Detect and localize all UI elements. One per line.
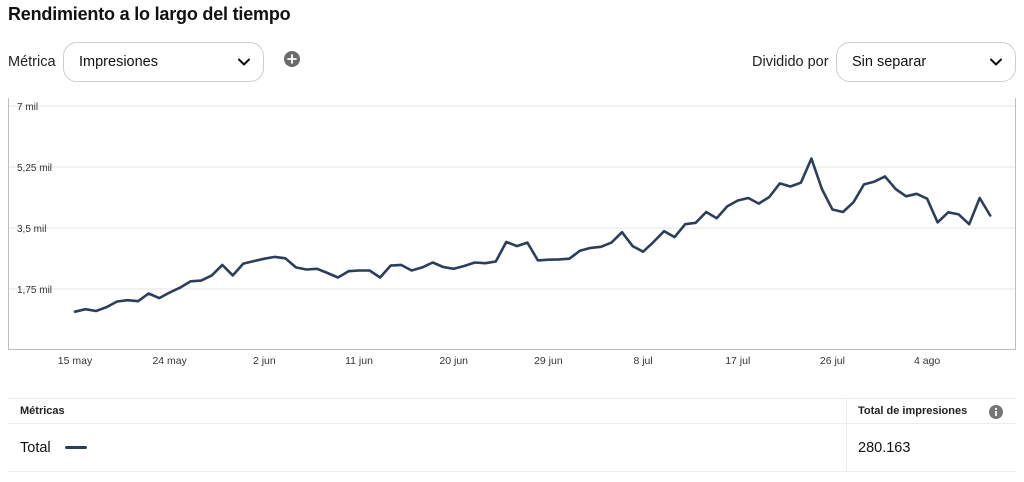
row-total-value: 280.163: [858, 439, 911, 456]
plus-circle-icon[interactable]: [284, 51, 300, 67]
metric-label: Métrica: [8, 54, 56, 70]
x-tick-label: 17 jul: [725, 355, 751, 367]
table-header-row: Métricas Total de impresiones: [8, 398, 1016, 424]
table-row: Total 280.163: [8, 424, 1016, 472]
total-impressions-column-header: Total de impresiones: [858, 405, 968, 417]
x-tick-label: 8 jul: [633, 355, 653, 367]
row-label: Total: [20, 439, 51, 456]
metric-select[interactable]: Impresiones: [63, 42, 264, 82]
split-select[interactable]: Sin separar: [836, 42, 1016, 82]
split-label: Dividido por: [752, 54, 829, 70]
chevron-down-icon: [990, 58, 1002, 66]
x-tick-label: 15 may: [57, 355, 93, 367]
x-tick-label: 29 jun: [534, 355, 563, 367]
x-tick-label: 26 jul: [819, 355, 845, 367]
row-label-cell: Total: [20, 424, 87, 471]
x-tick-label: 2 jun: [252, 355, 276, 367]
y-tick-label: 1,75 mil: [17, 285, 52, 296]
y-tick-label: 3,5 mil: [17, 224, 46, 235]
chevron-down-icon: [238, 58, 250, 66]
chart-border: [8, 98, 1016, 350]
column-divider: [846, 398, 847, 472]
metrics-column-header: Métricas: [20, 405, 65, 417]
y-tick-label: 5,25 mil: [17, 163, 52, 174]
info-icon[interactable]: [989, 405, 1003, 419]
chart-canvas: 7 mil 5,25 mil 3,5 mil 1,75 mil: [8, 98, 1016, 350]
metric-select-value: Impresiones: [79, 54, 158, 70]
y-tick-label: 7 mil: [17, 102, 38, 113]
x-tick-label: 4 ago: [913, 355, 941, 367]
series-line-total: [73, 157, 992, 313]
split-select-value: Sin separar: [852, 54, 927, 70]
page-title: Rendimiento a lo largo del tiempo: [8, 4, 291, 24]
x-tick-label: 20 jun: [439, 355, 469, 367]
x-tick-label: 24 may: [152, 355, 187, 367]
series-legend-swatch: [64, 446, 87, 449]
performance-chart: 7 mil 5,25 mil 3,5 mil 1,75 mil: [8, 98, 1016, 350]
x-tick-label: 11 jun: [345, 355, 373, 367]
